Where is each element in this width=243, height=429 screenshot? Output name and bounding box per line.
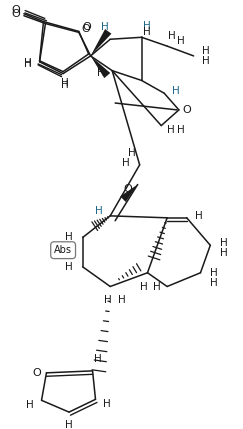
Text: H: H: [143, 21, 150, 30]
Text: H: H: [220, 239, 228, 248]
Text: H: H: [95, 206, 102, 216]
Text: H: H: [210, 278, 218, 287]
Text: H: H: [94, 354, 101, 364]
Text: H: H: [65, 233, 73, 242]
Text: H: H: [201, 46, 209, 56]
Text: H: H: [101, 22, 109, 33]
Text: H: H: [220, 248, 228, 258]
Text: H: H: [140, 281, 148, 291]
Text: O: O: [182, 105, 191, 115]
Text: H: H: [167, 124, 175, 135]
Text: H: H: [172, 86, 180, 96]
Text: H: H: [153, 281, 161, 291]
Text: H: H: [177, 124, 185, 135]
Text: O: O: [12, 5, 20, 15]
Text: O: O: [12, 9, 20, 19]
Text: H: H: [210, 268, 218, 278]
Text: Abs: Abs: [54, 245, 72, 255]
Text: H: H: [143, 27, 150, 37]
Text: O: O: [81, 24, 90, 34]
Text: H: H: [118, 295, 126, 305]
Text: H: H: [201, 56, 209, 66]
Polygon shape: [91, 56, 110, 78]
Text: H: H: [61, 80, 69, 91]
Text: H: H: [195, 211, 202, 221]
Text: H: H: [24, 59, 32, 69]
Text: H: H: [65, 420, 73, 429]
Text: H: H: [104, 399, 111, 409]
Text: O: O: [32, 368, 41, 378]
Text: H: H: [65, 262, 73, 272]
Text: H: H: [61, 79, 69, 88]
Text: O: O: [82, 22, 91, 33]
Text: O: O: [123, 184, 132, 194]
Text: H: H: [24, 58, 32, 68]
Polygon shape: [91, 29, 112, 56]
Text: H: H: [96, 68, 104, 78]
Text: H: H: [104, 295, 112, 305]
Polygon shape: [120, 184, 138, 202]
Text: H: H: [122, 158, 130, 168]
Text: H: H: [177, 36, 185, 46]
Text: H: H: [168, 31, 176, 41]
Text: H: H: [128, 148, 136, 158]
Text: H: H: [26, 400, 34, 410]
